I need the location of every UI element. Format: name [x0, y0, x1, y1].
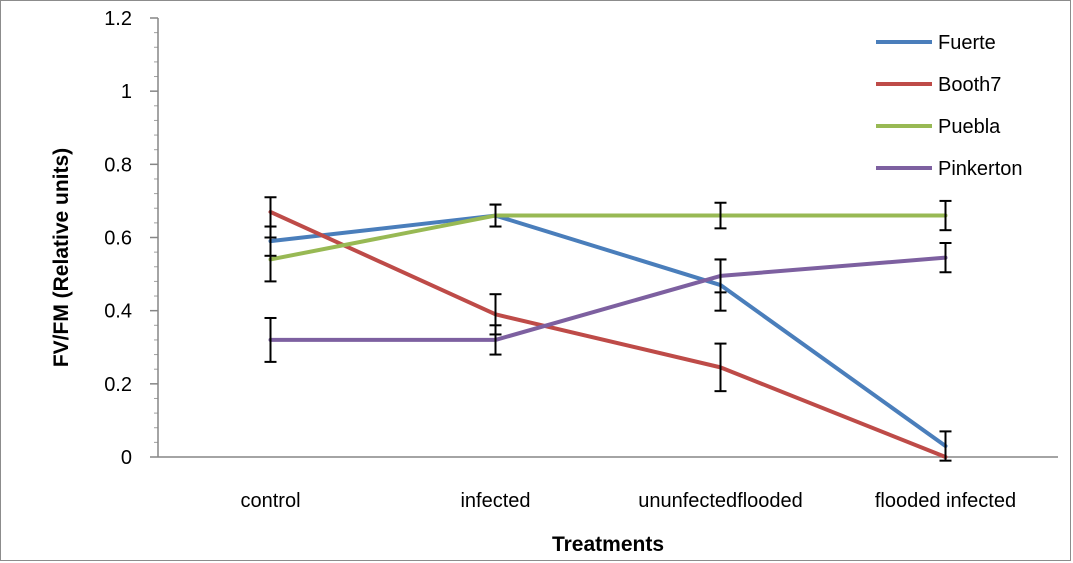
error-bar	[264, 196, 277, 228]
legend-label: Pinkerton	[938, 158, 1023, 180]
y-axis-title: FV/FM (Relative units)	[50, 148, 73, 367]
series-line-fuerte	[268, 213, 948, 449]
legend-item: Booth7	[876, 74, 1001, 96]
error-bar	[939, 241, 952, 274]
series-line-pinkerton	[268, 255, 948, 342]
x-tick-label: infected	[460, 490, 530, 512]
x-ticks: control infected ununfectedflooded flooded …	[240, 490, 1016, 512]
series-line-booth7	[268, 209, 948, 459]
y-tick-label: 1.2	[104, 8, 132, 30]
legend-label: Booth7	[938, 74, 1001, 96]
y-tick-label: 1	[121, 81, 132, 103]
x-axis-title: Treatments	[552, 533, 664, 556]
y-tick-label: 0.8	[104, 154, 132, 176]
series-line-puebla	[268, 213, 948, 262]
error-bar	[489, 203, 502, 228]
error-bar	[489, 324, 502, 356]
error-bar	[939, 199, 952, 232]
x-tick-label: control	[240, 490, 300, 512]
error-bar	[264, 316, 277, 363]
y-tick-label: 0.4	[104, 301, 132, 323]
legend-label: Fuerte	[938, 32, 996, 54]
error-bar	[939, 430, 952, 462]
series-lines	[268, 209, 948, 459]
error-bars	[264, 196, 952, 462]
y-tick-label: 0	[121, 447, 132, 469]
error-bar	[264, 236, 277, 283]
legend: Fuerte Booth7 Puebla Pinkerton	[876, 32, 1023, 180]
x-tick-label: ununfectedflooded	[638, 490, 803, 512]
y-tick-label: 0.2	[104, 374, 132, 396]
legend-item: Fuerte	[876, 32, 996, 54]
error-bar	[714, 201, 727, 230]
legend-label: Puebla	[938, 116, 1001, 138]
y-tick-label: 0.6	[104, 228, 132, 250]
x-tick-label: flooded infected	[875, 490, 1016, 512]
legend-item: Puebla	[876, 116, 1001, 138]
error-bar	[714, 258, 727, 294]
legend-item: Pinkerton	[876, 158, 1023, 180]
y-ticks: 0 0.2 0.4 0.6 0.8 1 1.2	[104, 8, 158, 469]
error-bar	[714, 342, 727, 393]
